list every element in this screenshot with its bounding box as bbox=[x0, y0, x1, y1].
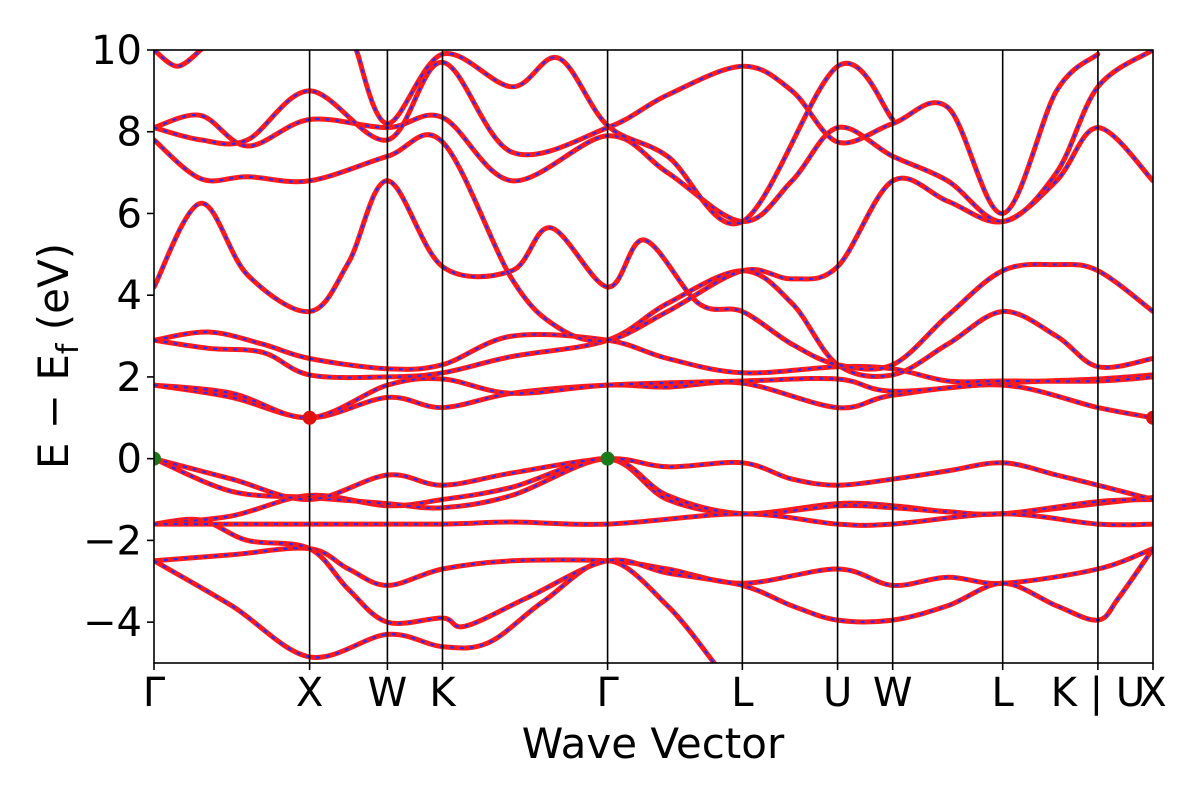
band-line-overlay-12 bbox=[154, 179, 1153, 371]
band-line-overlay-3 bbox=[154, 518, 1153, 628]
vbm-marker bbox=[154, 451, 161, 466]
y-tick-label: 4 bbox=[117, 273, 142, 319]
band-line-overlay-16 bbox=[154, 50, 202, 68]
x-tick-label: Γ bbox=[143, 670, 166, 716]
y-axis-title: E − Ef (eV) bbox=[29, 243, 86, 469]
band-line-overlay-10 bbox=[154, 330, 1153, 384]
cbm-marker bbox=[1146, 410, 1153, 425]
x-tick-label: L bbox=[992, 670, 1015, 716]
plot-frame bbox=[153, 49, 1154, 664]
band-line-overlay-13 bbox=[154, 126, 1153, 342]
band-line-overlay-6 bbox=[154, 457, 1153, 501]
vbm-marker bbox=[600, 451, 615, 466]
band-line-overlay-1 bbox=[154, 547, 1153, 587]
y-axis-title-subscript: f bbox=[51, 342, 86, 354]
high-symmetry-lines bbox=[308, 50, 1099, 663]
y-tick-label: 10 bbox=[91, 28, 142, 74]
x-tick-label: W bbox=[873, 670, 913, 716]
y-tick-label: −2 bbox=[83, 518, 142, 564]
x-tick-label: X bbox=[296, 670, 323, 716]
y-tick-label: 2 bbox=[117, 355, 142, 401]
x-tick-label: Γ bbox=[596, 670, 619, 716]
y-tick-label: −4 bbox=[83, 600, 142, 646]
y-tick-label: 8 bbox=[117, 110, 142, 156]
band-line-overlay-7 bbox=[154, 512, 1153, 527]
x-axis-title: Wave Vector bbox=[522, 719, 785, 768]
x-tick-label: X bbox=[1139, 670, 1166, 716]
x-tick-label: W bbox=[368, 670, 408, 716]
y-axis-title-main: E − E bbox=[29, 354, 78, 469]
x-tick-label: L bbox=[731, 670, 754, 716]
y-axis-title-unit: (eV) bbox=[29, 243, 78, 344]
band-line-overlay-2 bbox=[154, 559, 716, 663]
x-tick-label: U bbox=[823, 670, 852, 716]
band-line-overlay-5 bbox=[154, 457, 1153, 516]
x-tick-label: K | U bbox=[1051, 670, 1145, 716]
cbm-marker bbox=[302, 410, 317, 425]
extrema-markers bbox=[154, 410, 1153, 466]
band-line-overlay-15 bbox=[154, 53, 1099, 215]
y-axis-ticks: −4 −2 0 2 4 6 8 10 bbox=[83, 28, 154, 646]
band-line-overlay-17 bbox=[355, 50, 894, 225]
y-tick-label: 0 bbox=[117, 437, 142, 483]
x-tick-label: K bbox=[429, 670, 457, 716]
y-tick-label: 6 bbox=[117, 191, 142, 237]
